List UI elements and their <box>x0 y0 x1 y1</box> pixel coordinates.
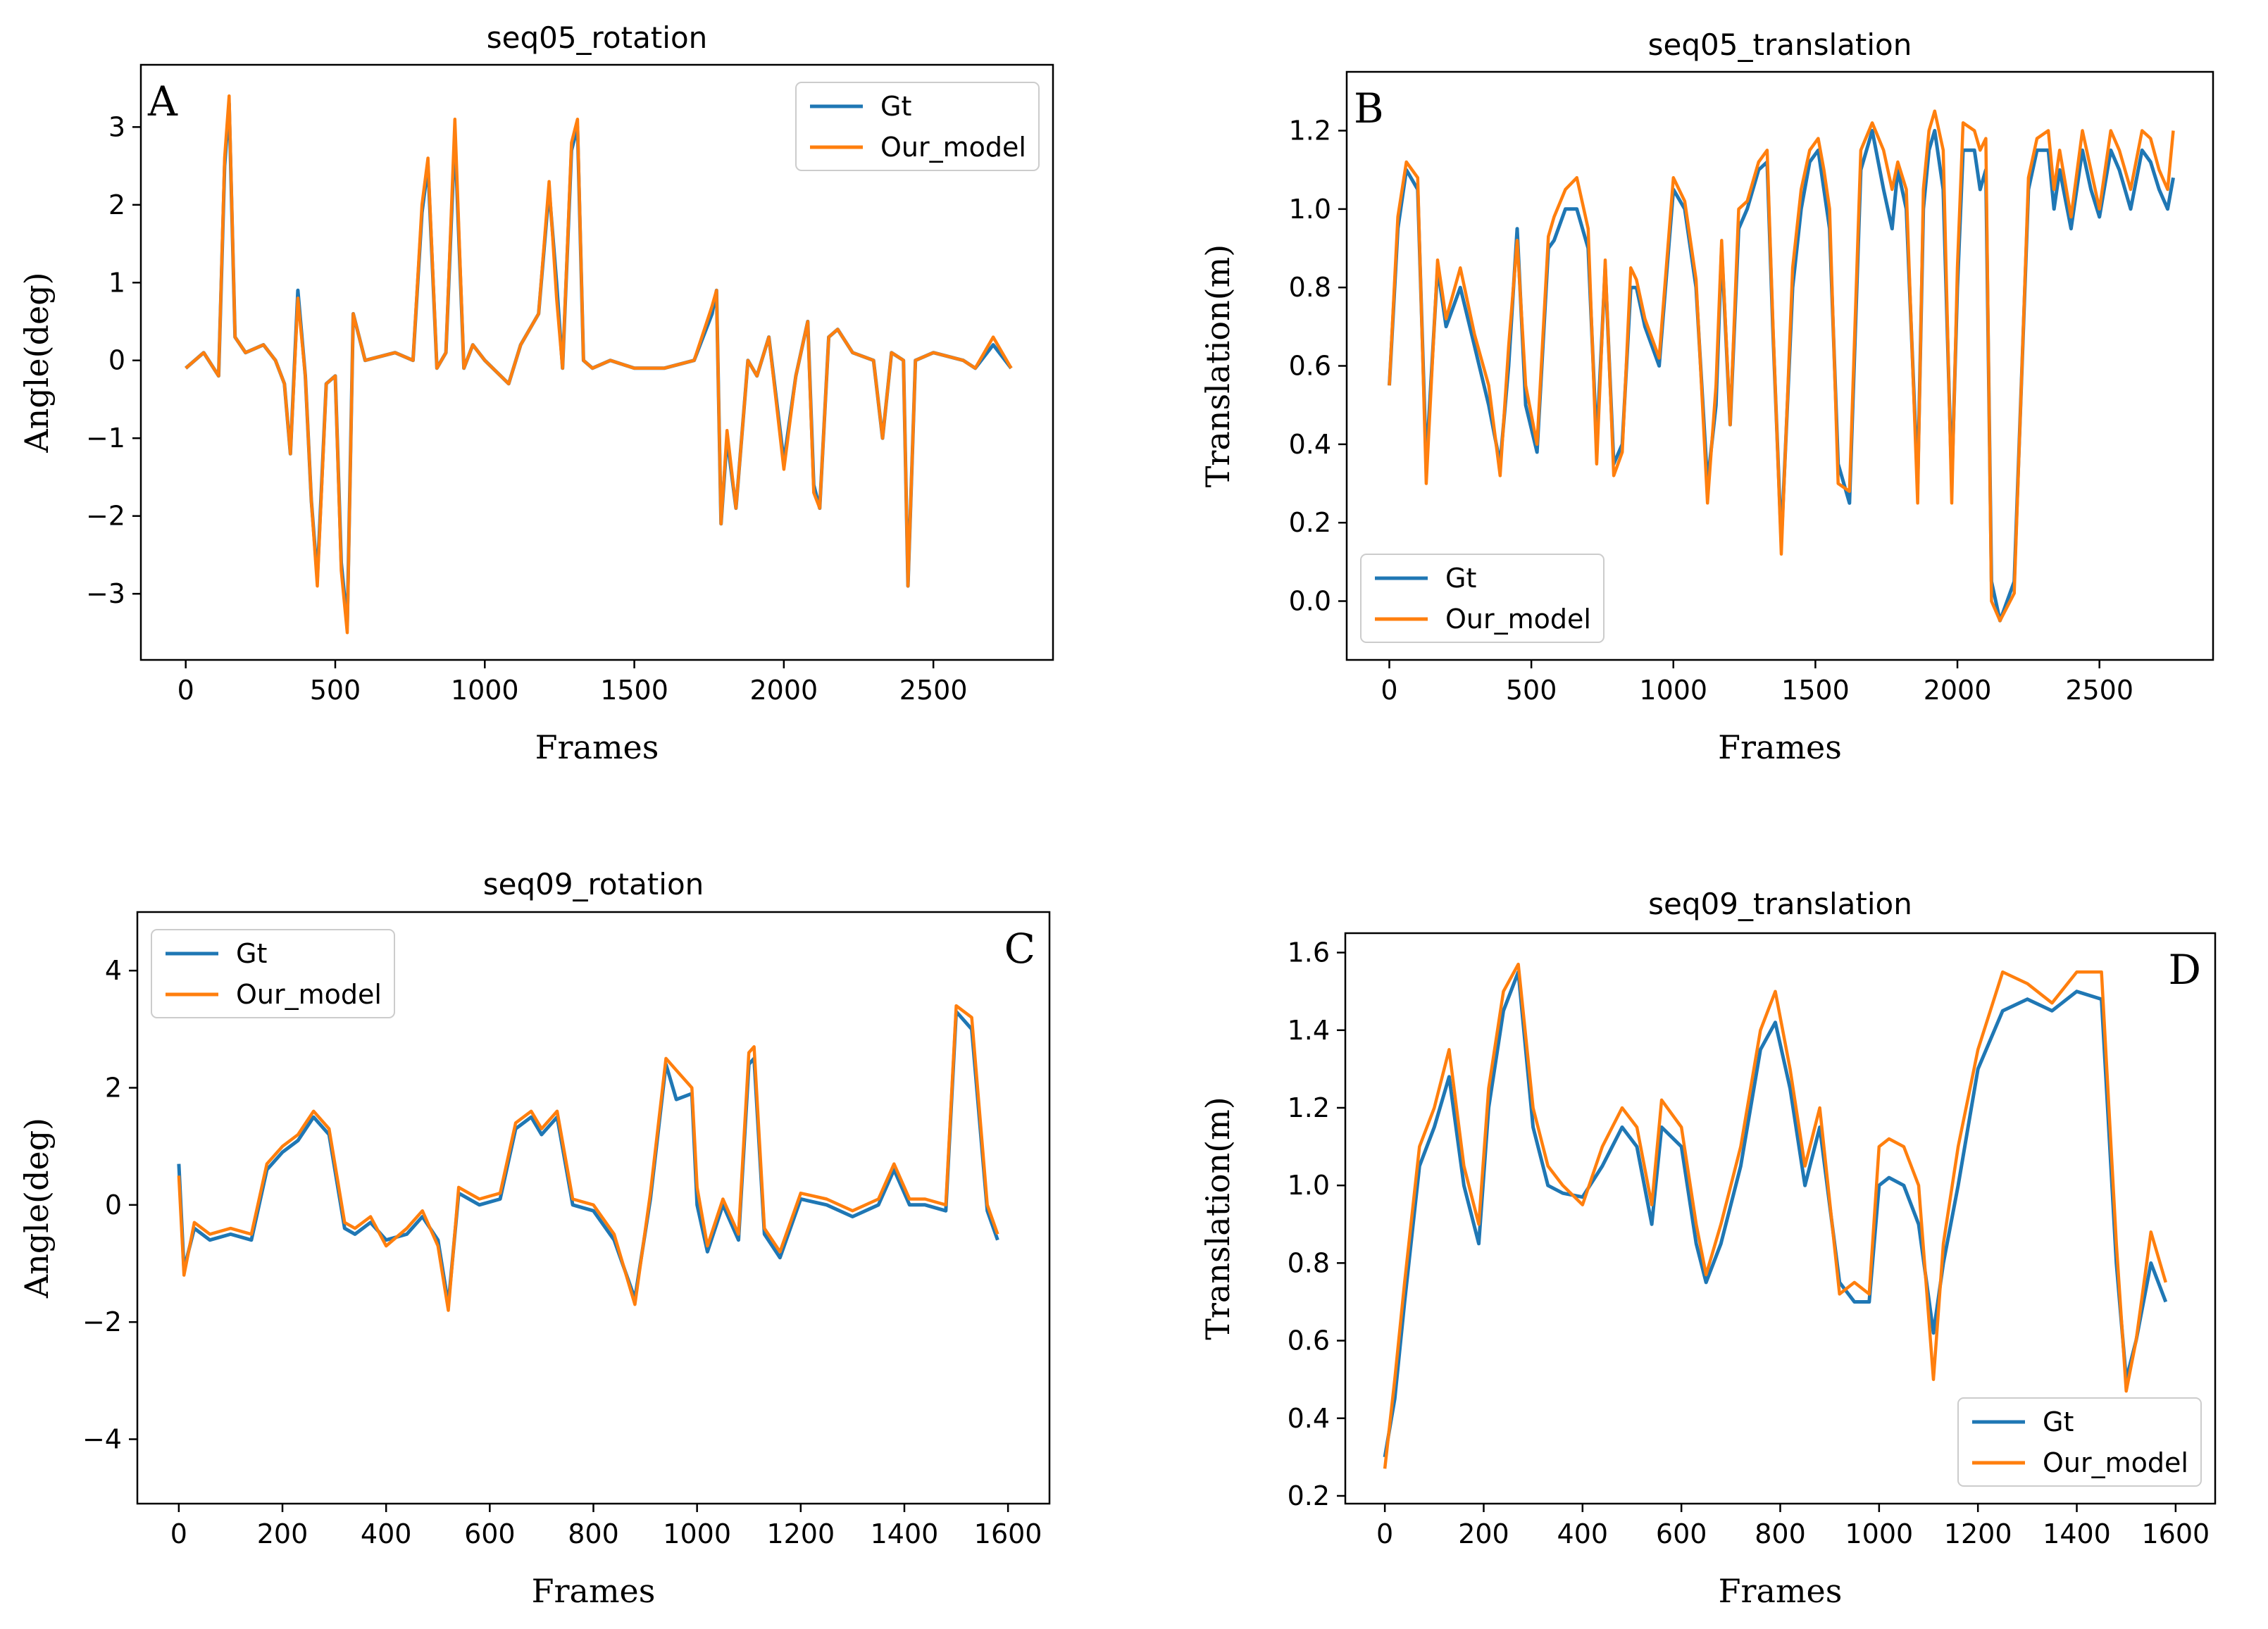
legend: Gt Our_model <box>1360 554 1605 643</box>
y-axis-label: Angle(deg) <box>18 1118 56 1299</box>
chart-title: seq09_translation <box>1648 887 1912 921</box>
series-line-model <box>185 94 1013 635</box>
panel-label: A <box>147 77 178 125</box>
y-tick-label: 0.8 <box>1289 272 1331 303</box>
y-axis-label: Translation(m) <box>1199 1097 1237 1340</box>
x-tick-label: 1600 <box>974 1518 1042 1549</box>
x-tick-label: 800 <box>568 1518 619 1549</box>
x-tick-label: 1000 <box>451 675 519 706</box>
y-tick-label: 1 <box>108 267 125 298</box>
series-line-model <box>177 1004 999 1312</box>
x-tick-label: 600 <box>1656 1518 1707 1549</box>
x-tick-label: 2000 <box>1924 675 1992 706</box>
y-tick-label: 1.0 <box>1288 1170 1330 1201</box>
x-tick-label: 0 <box>1381 675 1397 706</box>
legend-label: Our_model <box>2043 1447 2188 1478</box>
y-tick-label: 1.4 <box>1288 1015 1330 1046</box>
y-tick-label: 0.8 <box>1288 1247 1330 1278</box>
x-tick-label: 1400 <box>871 1518 939 1549</box>
legend-label: Gt <box>2043 1406 2074 1437</box>
x-tick-label: 200 <box>1458 1518 1509 1549</box>
x-tick-label: 2500 <box>2065 675 2133 706</box>
y-tick-label: 0.4 <box>1289 429 1331 460</box>
y-tick-label: 2 <box>105 1073 122 1104</box>
y-tick-label: 0.2 <box>1289 507 1331 538</box>
x-tick-label: 400 <box>1557 1518 1609 1549</box>
y-tick-label: 3 <box>108 111 125 142</box>
x-axis-label: Frames <box>532 1572 656 1610</box>
panel-label: B <box>1354 85 1384 132</box>
y-tick-label: 0.2 <box>1288 1480 1330 1511</box>
y-tick-label: 0 <box>108 345 125 376</box>
plot-frame <box>139 63 1054 661</box>
legend: Gt Our_model <box>795 82 1040 171</box>
x-tick-label: 2500 <box>899 675 968 706</box>
x-tick-label: 0 <box>170 1518 187 1549</box>
x-tick-label: 1500 <box>1781 675 1850 706</box>
x-tick-label: 800 <box>1755 1518 1806 1549</box>
y-tick-label: 0.6 <box>1288 1325 1330 1356</box>
x-tick-label: 1200 <box>1944 1518 2012 1549</box>
legend-label: Our_model <box>236 979 382 1010</box>
series-line-model <box>1388 109 2175 623</box>
chart-D: seq09_translation 0 200 400 600 800 1000 1200 14… <box>1199 887 2217 1610</box>
x-tick-label: 1200 <box>766 1518 835 1549</box>
y-tick-label: −3 <box>86 578 125 609</box>
x-tick-label: 0 <box>177 675 194 706</box>
y-tick-label: 1.2 <box>1289 116 1331 146</box>
y-tick-label: 1.2 <box>1288 1092 1330 1123</box>
chart-B: seq05_translation 0 500 1000 1500 2000 2500 0.0… <box>1199 27 2214 766</box>
chart-title: seq09_rotation <box>483 867 704 901</box>
series-line-gt <box>177 1009 999 1306</box>
x-tick-label: 1000 <box>1845 1518 1913 1549</box>
series-line-model <box>1383 962 2167 1469</box>
chart-title: seq05_rotation <box>487 20 708 55</box>
y-tick-label: 4 <box>105 955 122 986</box>
y-axis-label: Translation(m) <box>1199 244 1237 488</box>
x-tick-label: 200 <box>257 1518 309 1549</box>
chart-A: seq05_rotation 0 500 1000 1500 2000 2500 −3 −2 −1… <box>18 20 1054 766</box>
x-tick-label: 0 <box>1376 1518 1393 1549</box>
y-tick-label: 1.6 <box>1288 937 1330 968</box>
y-tick-label: 0 <box>105 1190 122 1221</box>
x-tick-label: 1600 <box>2142 1518 2210 1549</box>
x-axis-label: Frames <box>1718 728 1842 766</box>
legend-label: Our_model <box>880 132 1026 163</box>
chart-C: seq09_rotation 0 200 400 600 800 1000 1200 1400 1… <box>18 867 1051 1610</box>
legend-label: Gt <box>236 938 267 969</box>
x-tick-label: 1400 <box>2043 1518 2111 1549</box>
legend: Gt Our_model <box>1957 1397 2202 1487</box>
x-tick-label: 1500 <box>600 675 668 706</box>
legend-label: Gt <box>880 91 911 122</box>
y-tick-label: −1 <box>86 423 125 454</box>
x-tick-label: 400 <box>361 1518 412 1549</box>
panel-label: D <box>2168 946 2201 994</box>
x-tick-label: 600 <box>464 1518 516 1549</box>
y-axis-label: Angle(deg) <box>18 272 56 453</box>
x-tick-label: 500 <box>310 675 361 706</box>
series-line-gt <box>1383 970 2168 1458</box>
y-tick-label: −2 <box>82 1306 122 1337</box>
chart-title: seq05_translation <box>1648 27 1912 62</box>
x-tick-label: 1000 <box>663 1518 731 1549</box>
legend-label: Our_model <box>1445 604 1591 635</box>
legend-label: Gt <box>1445 563 1476 594</box>
x-tick-label: 1000 <box>1639 675 1707 706</box>
panel-label: C <box>1004 925 1035 973</box>
x-axis-label: Frames <box>535 728 659 766</box>
x-tick-label: 500 <box>1506 675 1557 706</box>
y-tick-label: −2 <box>86 501 125 532</box>
y-tick-label: 2 <box>108 189 125 220</box>
y-tick-label: −4 <box>82 1424 122 1455</box>
y-tick-label: 1.0 <box>1289 194 1331 225</box>
x-tick-label: 2000 <box>750 675 818 706</box>
y-tick-label: 0.0 <box>1289 586 1331 617</box>
y-tick-label: 0.4 <box>1288 1403 1330 1434</box>
legend: Gt Our_model <box>151 929 395 1018</box>
y-tick-label: 0.6 <box>1289 351 1331 382</box>
x-axis-label: Frames <box>1719 1572 1843 1610</box>
